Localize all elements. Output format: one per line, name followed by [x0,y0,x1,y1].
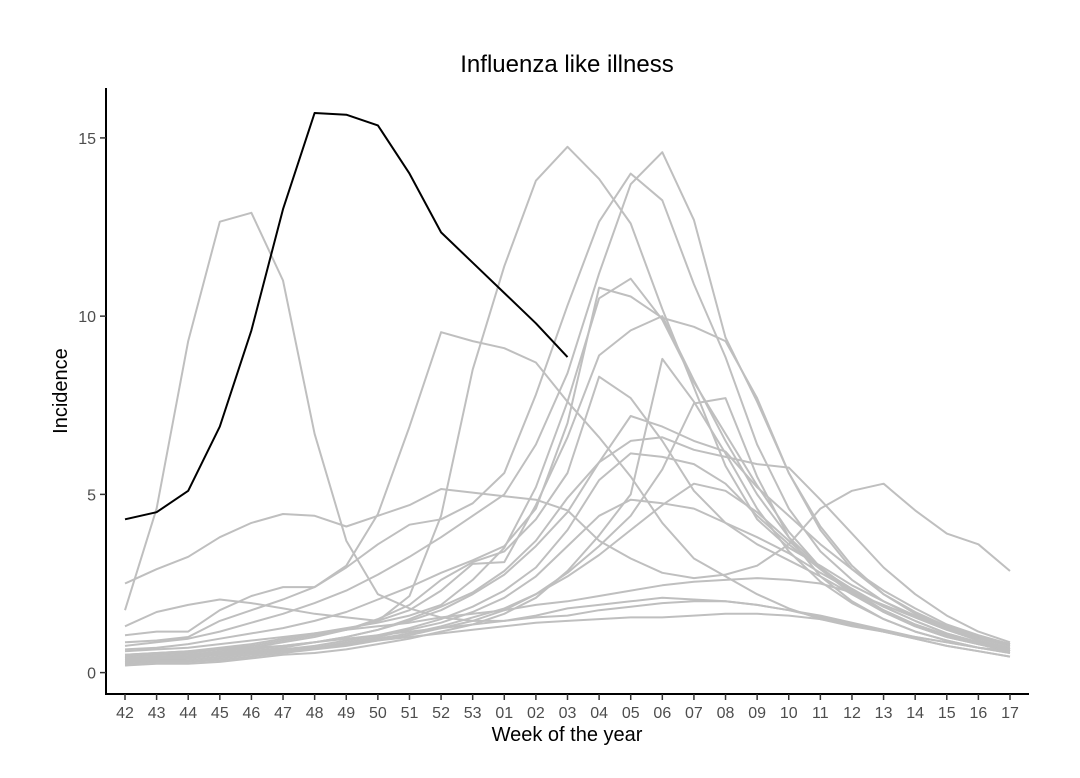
y-tick-label: 15 [78,131,96,148]
x-tick-label: 02 [527,705,545,722]
current-season-line [124,112,569,521]
x-axis-title: Week of the year [492,724,643,746]
y-tick-label: 10 [78,309,96,326]
x-tick-label: 50 [369,705,387,722]
x-tick-label: 01 [495,705,513,722]
x-tick-label: 42 [116,705,134,722]
x-tick-label: 45 [211,705,229,722]
x-tick-label: 52 [432,705,450,722]
x-tick-label: 48 [306,705,324,722]
x-tick-label: 08 [717,705,735,722]
background-season-line-19 [124,596,1011,658]
background-season-line-15 [124,397,1011,665]
x-tick-label: 16 [969,705,987,722]
x-tick-label: 43 [148,705,166,722]
background-season-line-16 [124,357,1011,667]
x-tick-label: 10 [780,705,798,722]
x-axis: 42 43 44 45 46 47 48 49 50 51 52 53 01 02 03 04 05 06 07 08… [116,694,1019,722]
x-tick-label: 04 [590,705,608,722]
x-tick-label: 14 [906,705,924,722]
background-season-line-3 [124,145,1011,647]
background-season-line-17 [124,577,1011,653]
x-tick-label: 11 [812,705,829,722]
x-tick-label: 49 [337,705,355,722]
y-axis: 0 5 10 15 [78,131,106,683]
background-season-line-5 [124,172,1011,649]
plot-area [124,112,1011,667]
x-tick-label: 09 [748,705,766,722]
y-tick-label: 5 [87,487,96,504]
chart-title: Influenza like illness [460,51,673,78]
x-tick-label: 17 [1001,705,1019,722]
background-season-line-9 [124,315,1011,658]
y-tick-label: 0 [87,666,96,683]
x-tick-label: 05 [622,705,640,722]
x-tick-label: 51 [401,705,419,722]
x-tick-label: 53 [464,705,482,722]
background-season-line-20 [124,482,1011,662]
x-tick-label: 44 [179,705,197,722]
x-tick-label: 03 [559,705,577,722]
x-tick-label: 07 [685,705,703,722]
y-axis-title: Incidence [50,348,72,434]
x-tick-label: 06 [653,705,671,722]
x-tick-label: 15 [938,705,956,722]
background-season-line-12 [124,415,1011,663]
x-tick-label: 47 [274,705,292,722]
x-tick-label: 46 [243,705,261,722]
x-tick-label: 12 [843,705,861,722]
x-tick-label: 13 [875,705,893,722]
background-season-line-1 [124,211,1011,653]
